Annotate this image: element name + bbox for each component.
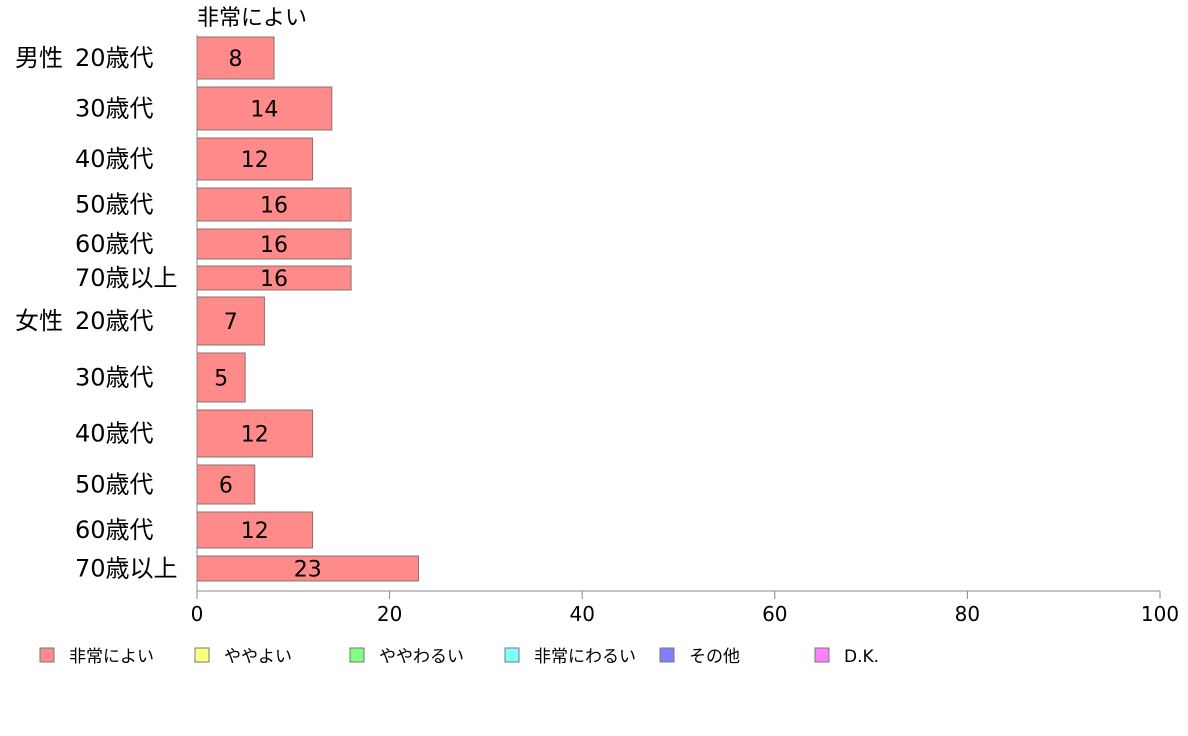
top-segment-label: 非常によい [197, 6, 307, 31]
category-label: 50歳代 [75, 471, 154, 499]
bar-value-label: 16 [260, 194, 288, 219]
bar [196, 187, 352, 222]
legend-label: 非常にわるい [534, 647, 636, 667]
x-tick-label: 0 [191, 602, 204, 626]
category-label: 50歳代 [75, 191, 154, 219]
x-tick-label: 20 [377, 602, 402, 626]
legend: 非常によい ややよい ややわるい 非常にわるい その他 D.K. [39, 647, 879, 667]
legend-label: ややよい [224, 647, 292, 667]
bar [196, 137, 314, 181]
legend-label: 非常によい [69, 647, 154, 667]
bar-value-label: 12 [241, 148, 269, 173]
group-label: 女性 [15, 307, 63, 335]
group-label: 男性 [15, 44, 63, 72]
legend-swatch [659, 647, 675, 663]
category-label: 40歳代 [75, 420, 154, 448]
bar [196, 86, 333, 131]
bar [196, 36, 275, 80]
bar [196, 464, 256, 505]
category-label: 70歳以上 [75, 264, 178, 292]
x-tick-label: 40 [569, 602, 594, 626]
x-tick-label: 80 [955, 602, 980, 626]
legend-swatch [814, 647, 830, 663]
category-label: 30歳代 [75, 364, 154, 392]
bar-value-label: 16 [260, 233, 288, 258]
bar [196, 555, 419, 582]
category-label: 30歳代 [75, 95, 154, 123]
bar-value-label: 5 [214, 367, 228, 392]
category-label: 70歳以上 [75, 555, 178, 583]
bar-value-label: 8 [229, 47, 243, 72]
legend-label: D.K. [844, 647, 879, 667]
category-label: 20歳代 [75, 44, 154, 72]
legend-swatch [349, 647, 365, 663]
bar-value-label: 23 [294, 558, 322, 583]
category-label: 60歳代 [75, 230, 154, 258]
x-axis: 0 20 40 60 80 100 [191, 35, 1179, 626]
category-label: 40歳代 [75, 145, 154, 173]
x-tick-label: 60 [762, 602, 787, 626]
category-label: 20歳代 [75, 307, 154, 335]
legend-swatch [194, 647, 210, 663]
category-label: 60歳代 [75, 516, 154, 544]
bar [196, 511, 314, 549]
legend-label: その他 [689, 647, 740, 667]
bar-value-label: 16 [260, 267, 288, 292]
bar [196, 228, 352, 260]
legend-swatch [504, 647, 520, 663]
bar-value-label: 6 [219, 474, 233, 499]
x-tick-label: 100 [1141, 602, 1179, 626]
bar-value-label: 12 [241, 519, 269, 544]
legend-swatch [39, 647, 55, 663]
bar [196, 296, 265, 346]
bar-value-label: 12 [241, 423, 269, 448]
bars: 8 14 12 16 16 16 7 5 12 6 12 23 [196, 36, 419, 583]
legend-label: ややわるい [379, 647, 464, 667]
bar-value-label: 14 [250, 98, 278, 123]
bar-value-label: 7 [224, 310, 238, 335]
